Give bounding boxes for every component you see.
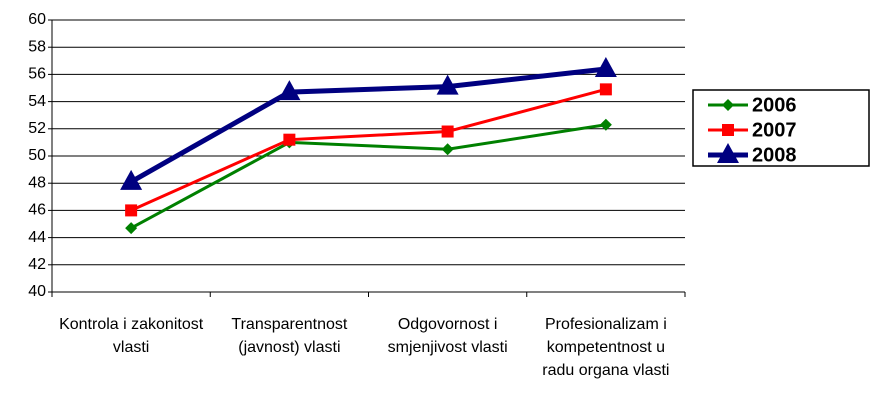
marker (599, 118, 612, 131)
marker (436, 74, 459, 95)
y-tick-label: 42 (28, 256, 46, 273)
y-tick-label: 50 (28, 147, 46, 164)
y-tick-label: 44 (28, 229, 46, 246)
y-tick-label: 54 (28, 93, 46, 110)
marker (283, 133, 296, 146)
y-tick-label: 58 (28, 38, 46, 55)
series-line (129, 66, 607, 185)
marker (278, 80, 301, 101)
marker (722, 99, 734, 111)
legend-label: 2008 (752, 144, 797, 166)
marker (125, 204, 138, 217)
x-tick-label: Kontrola i zakonitost vlasti (59, 316, 204, 356)
x-tick-label: Transparentnost (javnost) vlasti (231, 316, 348, 356)
y-tick-label: 46 (28, 202, 46, 219)
y-tick-label: 56 (28, 66, 46, 83)
legend-label: 2006 (752, 94, 797, 116)
marker (120, 169, 143, 190)
y-tick-label: 60 (28, 11, 46, 28)
x-tick-label: Odgovornost i smjenjivost vlasti (387, 316, 508, 356)
marker (599, 83, 612, 96)
series-line (130, 87, 607, 212)
marker (722, 124, 734, 136)
marker (441, 125, 454, 138)
y-tick-label: 48 (28, 174, 46, 191)
x-tick-label: Profesionalizam i kompetentnost u radu o… (542, 316, 670, 379)
legend-label: 2007 (752, 119, 797, 141)
marker (717, 143, 739, 163)
y-tick-label: 52 (28, 120, 46, 137)
series-line (130, 123, 607, 230)
marker (125, 222, 138, 235)
marker (441, 143, 454, 156)
y-tick-label: 40 (28, 283, 46, 300)
marker (594, 56, 617, 77)
